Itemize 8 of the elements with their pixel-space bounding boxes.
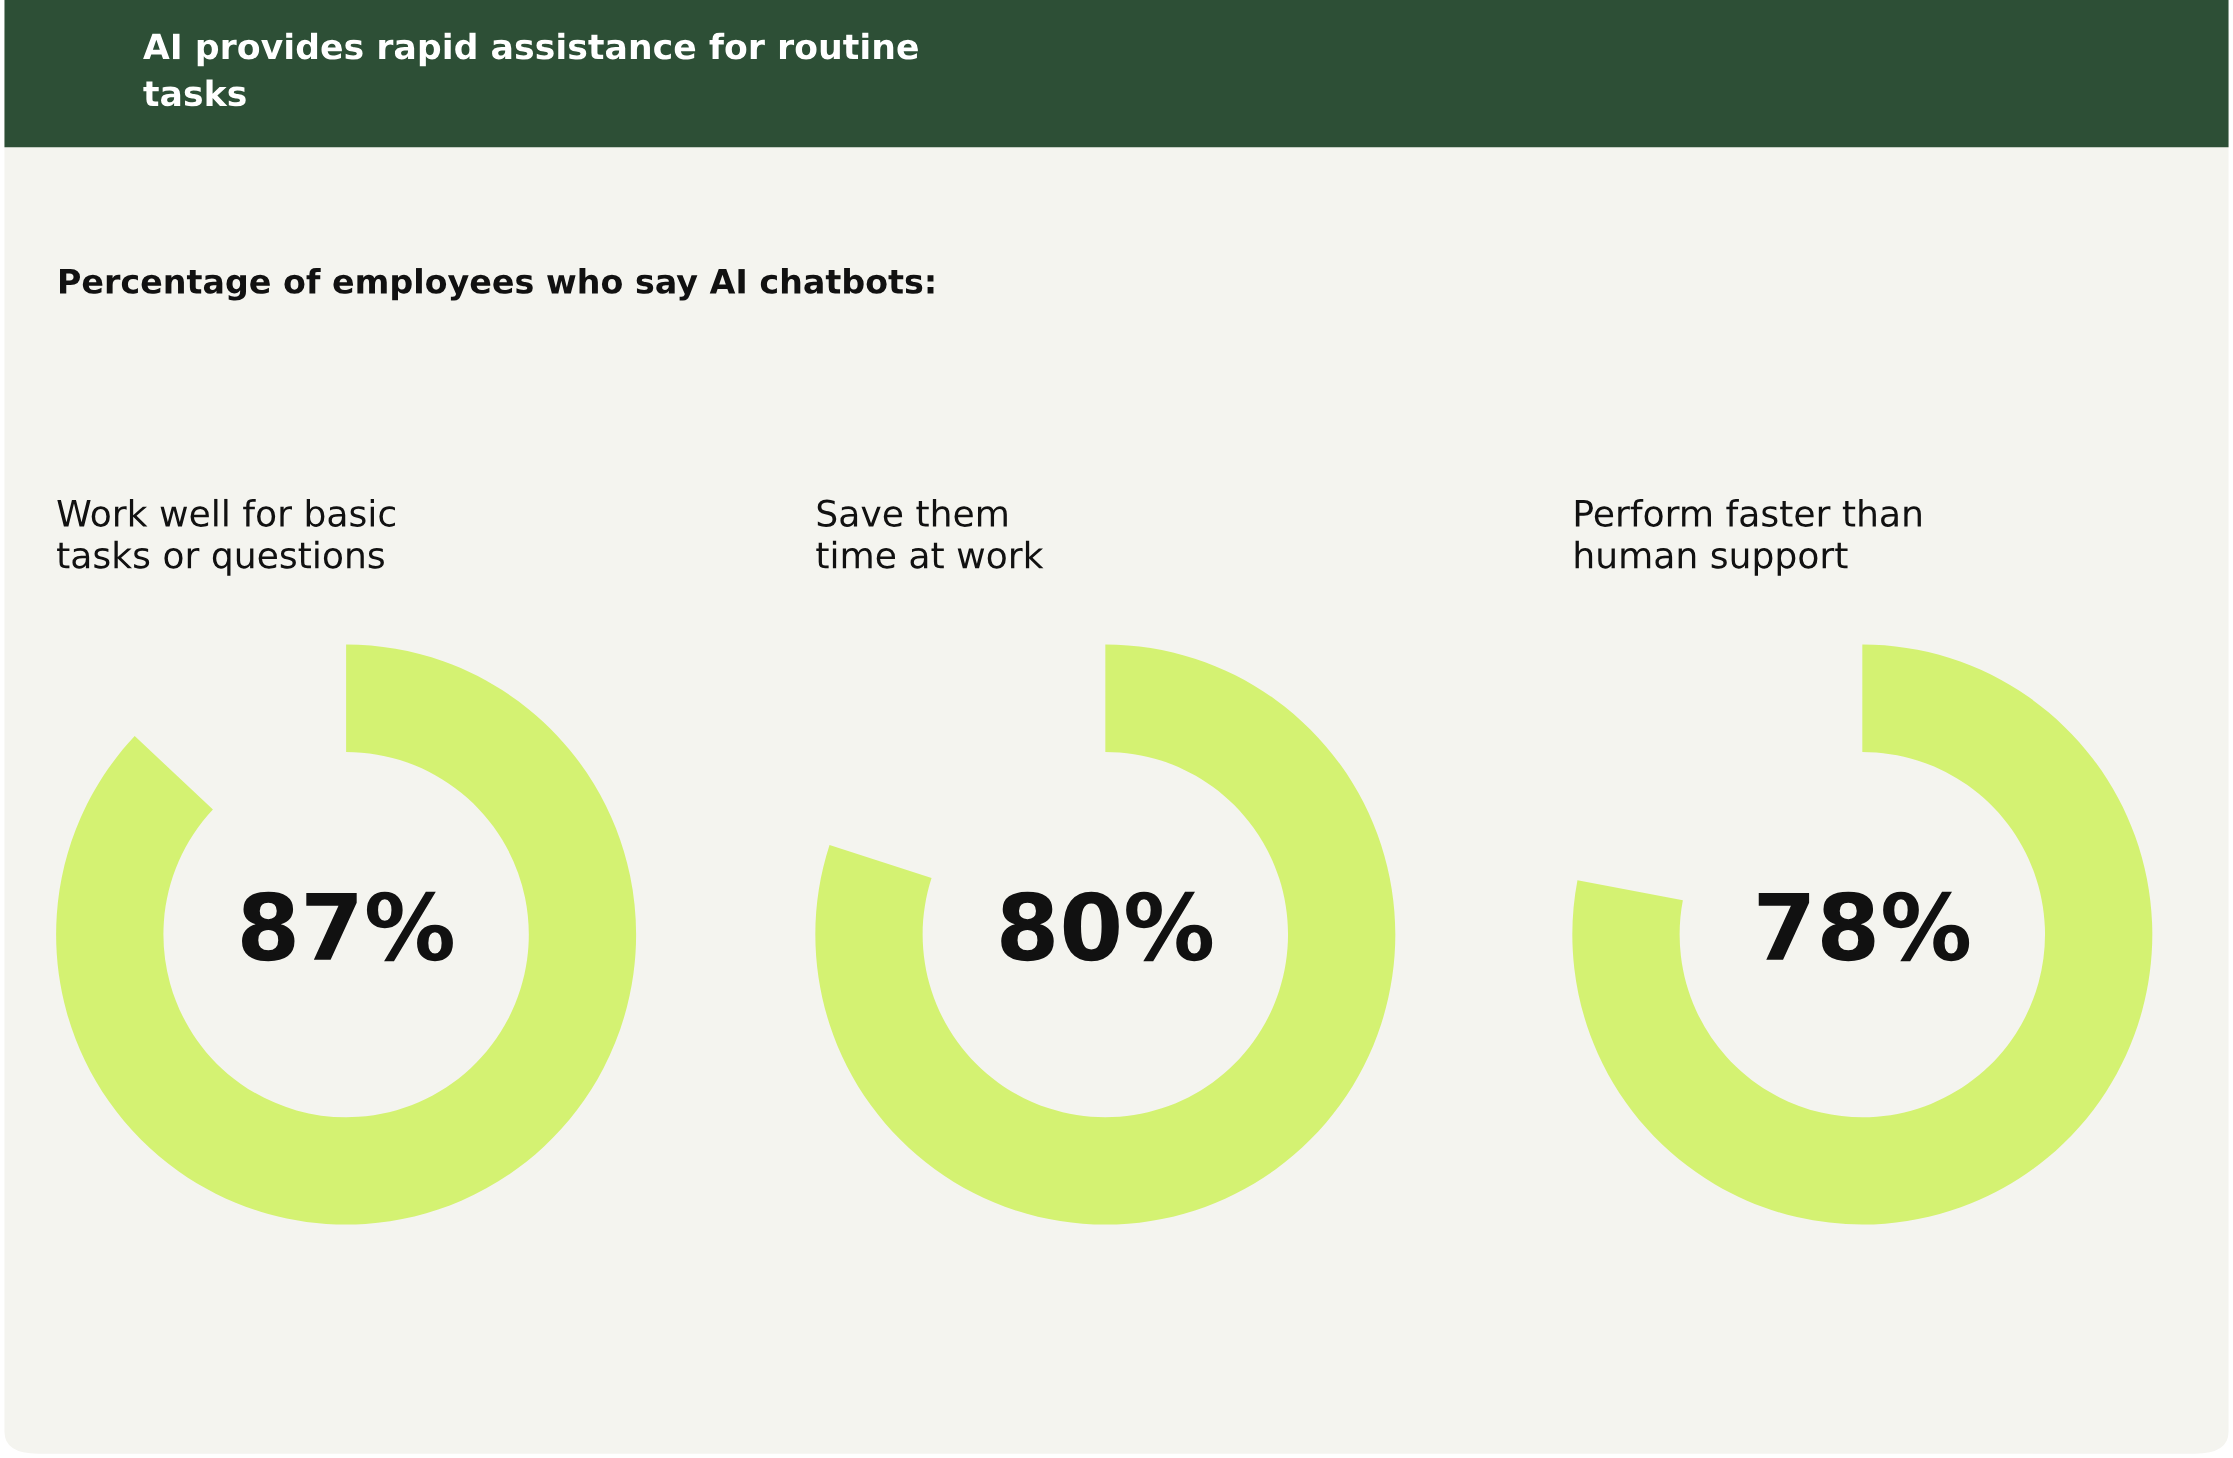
data-label: 78% — [1758, 891, 1970, 962]
text: Percentage of employees who say AI chatbots: — [60, 268, 934, 301]
data-label: 80% — [1001, 891, 1213, 962]
data-label: 87% — [242, 891, 453, 962]
text: AI provides rapid assistance for routine tasks — [143, 32, 918, 107]
chart-title: Work well for basic tasks or questions — [57, 498, 395, 576]
chart-title: Save them time at work — [816, 498, 1044, 569]
chart-title: Perform faster than human support — [1575, 498, 1921, 576]
